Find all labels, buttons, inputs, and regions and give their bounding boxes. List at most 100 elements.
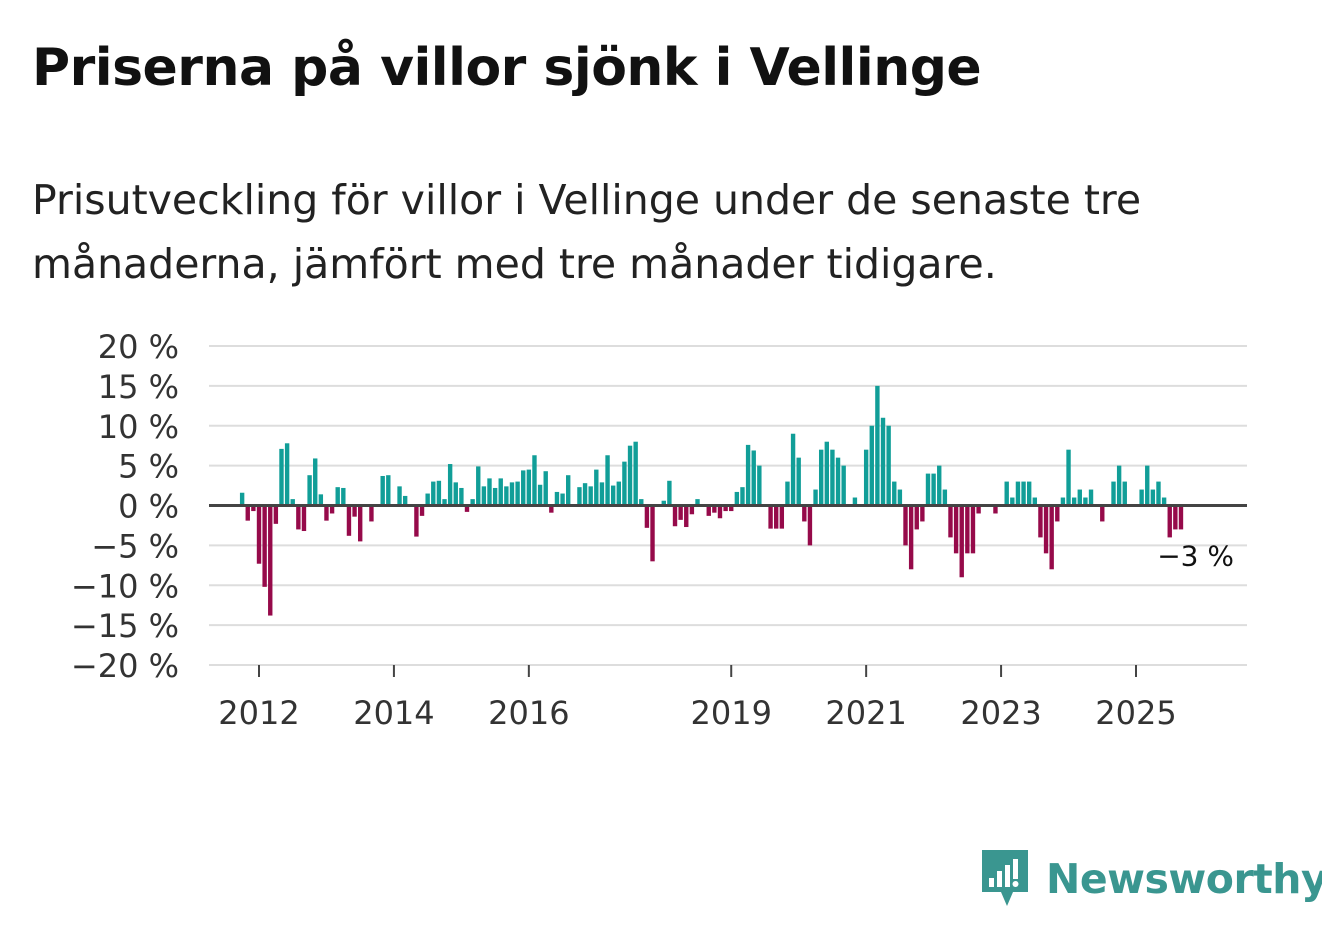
bar <box>284 443 290 506</box>
bar <box>869 425 874 506</box>
y-axis-tick-labels: 20 %15 %10 %5 %0 %−5 %−10 %−15 %−20 % <box>71 328 179 685</box>
newsworthy-logo-icon <box>982 850 1028 906</box>
bar <box>1139 489 1144 506</box>
bar <box>402 495 408 506</box>
y-tick-label: 15 % <box>98 368 179 406</box>
bar <box>566 475 571 506</box>
bar <box>481 486 487 506</box>
newsworthy-brand[interactable]: Newsworthy <box>980 848 1322 910</box>
bar <box>290 499 295 506</box>
bar <box>526 469 532 506</box>
x-tick-label: 2016 <box>488 694 569 732</box>
bar <box>594 469 599 506</box>
bar <box>610 485 616 506</box>
bar <box>605 455 610 506</box>
bar <box>802 505 807 522</box>
y-tick-label: −10 % <box>71 567 179 605</box>
bar <box>1055 505 1060 522</box>
y-tick-label: 0 % <box>118 488 179 526</box>
bar <box>1015 481 1021 506</box>
bar <box>920 505 925 522</box>
bar <box>554 491 560 506</box>
bar <box>678 505 683 520</box>
bar <box>442 499 447 506</box>
bar <box>745 444 751 506</box>
bar <box>948 505 953 538</box>
bar <box>807 505 813 546</box>
bar <box>650 505 655 562</box>
bar <box>886 425 891 506</box>
brand-name: Newsworthy <box>1046 855 1322 903</box>
bar <box>324 505 329 521</box>
y-tick-label: 5 % <box>118 448 179 486</box>
bar <box>1060 497 1066 506</box>
bar <box>245 505 250 521</box>
bar <box>1004 481 1009 506</box>
bar <box>498 478 503 506</box>
bar <box>717 505 723 519</box>
bar <box>841 465 846 506</box>
bar <box>380 475 385 506</box>
bar <box>425 493 430 506</box>
bar <box>712 505 717 513</box>
bar <box>459 487 464 506</box>
bar <box>453 482 458 506</box>
bar <box>993 505 998 514</box>
bar <box>914 505 919 530</box>
bar <box>341 487 346 506</box>
bar <box>1111 481 1116 506</box>
bar <box>1156 481 1161 506</box>
bar <box>835 457 841 506</box>
bar <box>313 458 318 506</box>
bar <box>447 464 453 506</box>
bar <box>251 505 256 512</box>
bar <box>307 475 312 506</box>
bar <box>329 505 335 514</box>
bar <box>543 471 548 506</box>
bar <box>549 505 554 513</box>
bar <box>616 481 621 506</box>
x-tick-label: 2023 <box>960 694 1041 732</box>
bar <box>1161 497 1167 506</box>
bar <box>346 505 352 536</box>
bar <box>779 505 785 529</box>
bar <box>273 505 279 524</box>
bar <box>627 445 633 506</box>
bar <box>852 497 858 506</box>
bar <box>757 465 762 506</box>
x-tick-label: 2019 <box>691 694 772 732</box>
y-tick-label: −5 % <box>91 527 179 565</box>
bar <box>830 449 835 506</box>
bar <box>633 441 638 506</box>
chart-title: Priserna på villor sjönk i Vellinge <box>32 38 982 98</box>
bar <box>875 385 880 506</box>
bar <box>1167 505 1172 538</box>
bar <box>1178 505 1184 530</box>
bar <box>880 417 886 506</box>
bar <box>504 486 509 506</box>
x-axis: 2012 2014 2016 2019 2021 2023 2025 <box>209 664 1247 732</box>
bar <box>1043 505 1049 554</box>
bar <box>863 449 869 506</box>
bar <box>796 457 801 506</box>
bar <box>790 433 796 506</box>
x-tick-label: 2012 <box>218 694 299 732</box>
bar <box>577 487 582 506</box>
bar <box>464 505 470 512</box>
y-tick-label: −20 % <box>71 647 179 685</box>
bar <box>1116 465 1122 506</box>
chart-subtitle: Prisutveckling för villor i Vellinge und… <box>32 176 1142 288</box>
y-tick-label: 10 % <box>98 408 179 446</box>
bar <box>970 505 976 554</box>
bar <box>942 489 948 506</box>
bar <box>695 499 700 506</box>
bar <box>824 441 829 506</box>
bar <box>931 473 936 506</box>
bar <box>560 493 565 506</box>
bar <box>1173 505 1178 530</box>
bar <box>268 505 273 616</box>
bar <box>768 505 773 529</box>
bar <box>965 505 970 554</box>
bar <box>1032 497 1038 506</box>
